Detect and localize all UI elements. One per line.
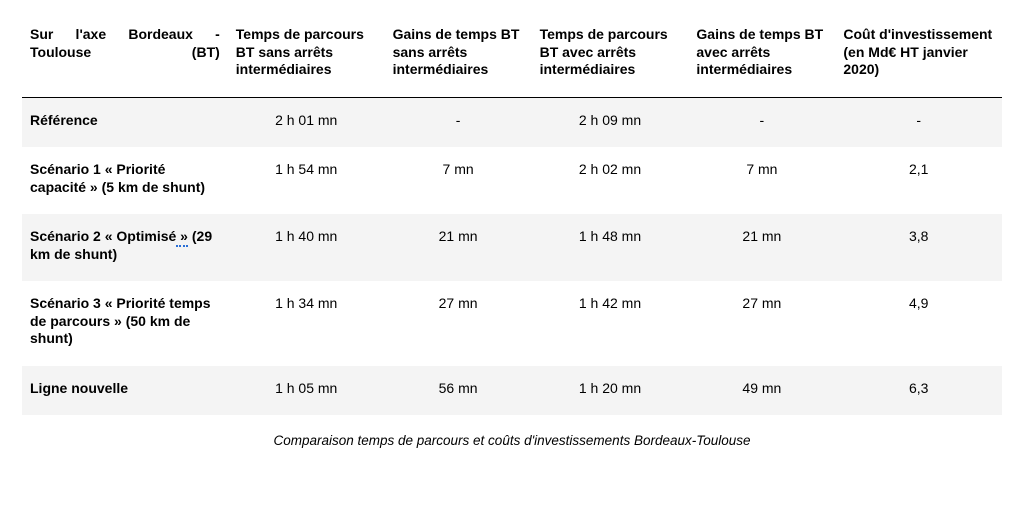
row-label: Scénario 3 « Priorité temps de parcours …	[22, 281, 228, 366]
spellcheck-squiggle: »	[176, 228, 188, 247]
table-cell: 56 mn	[385, 366, 532, 416]
table-cell: 1 h 42 mn	[532, 281, 689, 366]
table-row: Référence2 h 01 mn-2 h 09 mn--	[22, 97, 1002, 147]
table-cell: -	[688, 97, 835, 147]
comparison-table: Sur l'axe Bordeaux - Toulouse (BT) Temps…	[22, 20, 1002, 415]
row-label: Scénario 2 « Optimisé » (29 km de shunt)	[22, 214, 228, 281]
row-label: Référence	[22, 97, 228, 147]
table-cell: 1 h 54 mn	[228, 147, 385, 214]
row-label: Ligne nouvelle	[22, 366, 228, 416]
row-label: Scénario 1 « Priorité capacité » (5 km d…	[22, 147, 228, 214]
col-header-gain-no-stop: Gains de temps BT sans arrêts intermédia…	[385, 20, 532, 97]
table-row: Ligne nouvelle1 h 05 mn56 mn1 h 20 mn49 …	[22, 366, 1002, 416]
table-cell: 1 h 05 mn	[228, 366, 385, 416]
col-header-axis: Sur l'axe Bordeaux - Toulouse (BT)	[22, 20, 228, 97]
table-cell: -	[385, 97, 532, 147]
table-cell: 2 h 01 mn	[228, 97, 385, 147]
table-cell: 2 h 02 mn	[532, 147, 689, 214]
col-header-time-no-stop: Temps de parcours BT sans arrêts intermé…	[228, 20, 385, 97]
table-caption: Comparaison temps de parcours et coûts d…	[22, 433, 1002, 448]
col-header-gain-with-stop: Gains de temps BT avec arrêts intermédia…	[688, 20, 835, 97]
table-cell: 27 mn	[385, 281, 532, 366]
table-cell: 1 h 20 mn	[532, 366, 689, 416]
table-cell: 1 h 40 mn	[228, 214, 385, 281]
table-header-row: Sur l'axe Bordeaux - Toulouse (BT) Temps…	[22, 20, 1002, 97]
table-cell: 2 h 09 mn	[532, 97, 689, 147]
table-cell: 3,8	[835, 214, 1002, 281]
table-row: Scénario 2 « Optimisé » (29 km de shunt)…	[22, 214, 1002, 281]
table-row: Scénario 3 « Priorité temps de parcours …	[22, 281, 1002, 366]
table-cell: -	[835, 97, 1002, 147]
table-cell: 4,9	[835, 281, 1002, 366]
col-header-cost: Coût d'investissement (en Md€ HT janvier…	[835, 20, 1002, 97]
col-header-time-with-stop: Temps de parcours BT avec arrêts intermé…	[532, 20, 689, 97]
table-cell: 21 mn	[385, 214, 532, 281]
table-cell: 1 h 48 mn	[532, 214, 689, 281]
table-body: Référence2 h 01 mn-2 h 09 mn--Scénario 1…	[22, 97, 1002, 415]
table-row: Scénario 1 « Priorité capacité » (5 km d…	[22, 147, 1002, 214]
table-cell: 7 mn	[385, 147, 532, 214]
table-cell: 27 mn	[688, 281, 835, 366]
table-cell: 6,3	[835, 366, 1002, 416]
table-cell: 7 mn	[688, 147, 835, 214]
table-cell: 49 mn	[688, 366, 835, 416]
table-cell: 1 h 34 mn	[228, 281, 385, 366]
table-cell: 21 mn	[688, 214, 835, 281]
table-cell: 2,1	[835, 147, 1002, 214]
